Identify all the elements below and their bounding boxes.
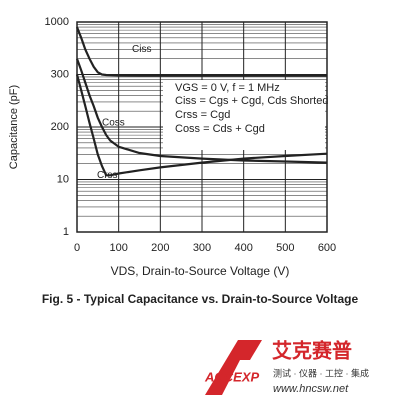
logo-shape — [205, 340, 262, 395]
series-label: Crss — [97, 170, 118, 181]
annotation: Coss = Cds + Cgd — [175, 123, 265, 135]
y-tick-label: 200 — [51, 121, 69, 133]
brand-name: 艾克赛普 — [272, 338, 352, 362]
x-tick-label: 400 — [234, 242, 252, 254]
y-tick-label: 1 — [63, 226, 69, 238]
annotation: Crss = Cgd — [175, 109, 230, 121]
series-label: Coss — [102, 117, 125, 128]
annotation: VGS = 0 V, f = 1 MHz — [175, 82, 280, 94]
url: www.hncsw.net — [273, 383, 349, 395]
series-line — [75, 74, 328, 177]
annotation: Ciss = Cgs + Cgd, Cds Shorted — [175, 95, 328, 107]
x-tick-label: 0 — [74, 242, 80, 254]
y-tick-label: 10 — [57, 173, 69, 185]
x-tick-label: 600 — [318, 242, 336, 254]
y-axis-label: Capacitance (pF) — [8, 85, 20, 169]
y-tick-label: 1000 — [45, 16, 69, 28]
x-tick-label: 500 — [276, 242, 294, 254]
x-axis-label: VDS, Drain-to-Source Voltage (V) — [111, 264, 290, 278]
x-tick-label: 100 — [109, 242, 127, 254]
series-label: Ciss — [132, 44, 151, 55]
slogan: 测试 · 仪器 · 工控 · 集成 — [273, 367, 369, 378]
x-tick-label: 200 — [151, 242, 169, 254]
chart-title: Fig. 5 - Typical Capacitance vs. Drain-t… — [42, 292, 359, 306]
logo-text: ACCEXP — [204, 369, 260, 384]
series-line — [75, 26, 327, 77]
plot-frame — [76, 21, 328, 233]
x-tick-label: 300 — [193, 242, 211, 254]
watermark: ACCEXP 艾克赛普 测试 · 仪器 · 工控 · 集成 www.hncsw.… — [204, 338, 369, 395]
y-tick-label: 300 — [51, 68, 69, 80]
annotation-box — [163, 80, 325, 150]
